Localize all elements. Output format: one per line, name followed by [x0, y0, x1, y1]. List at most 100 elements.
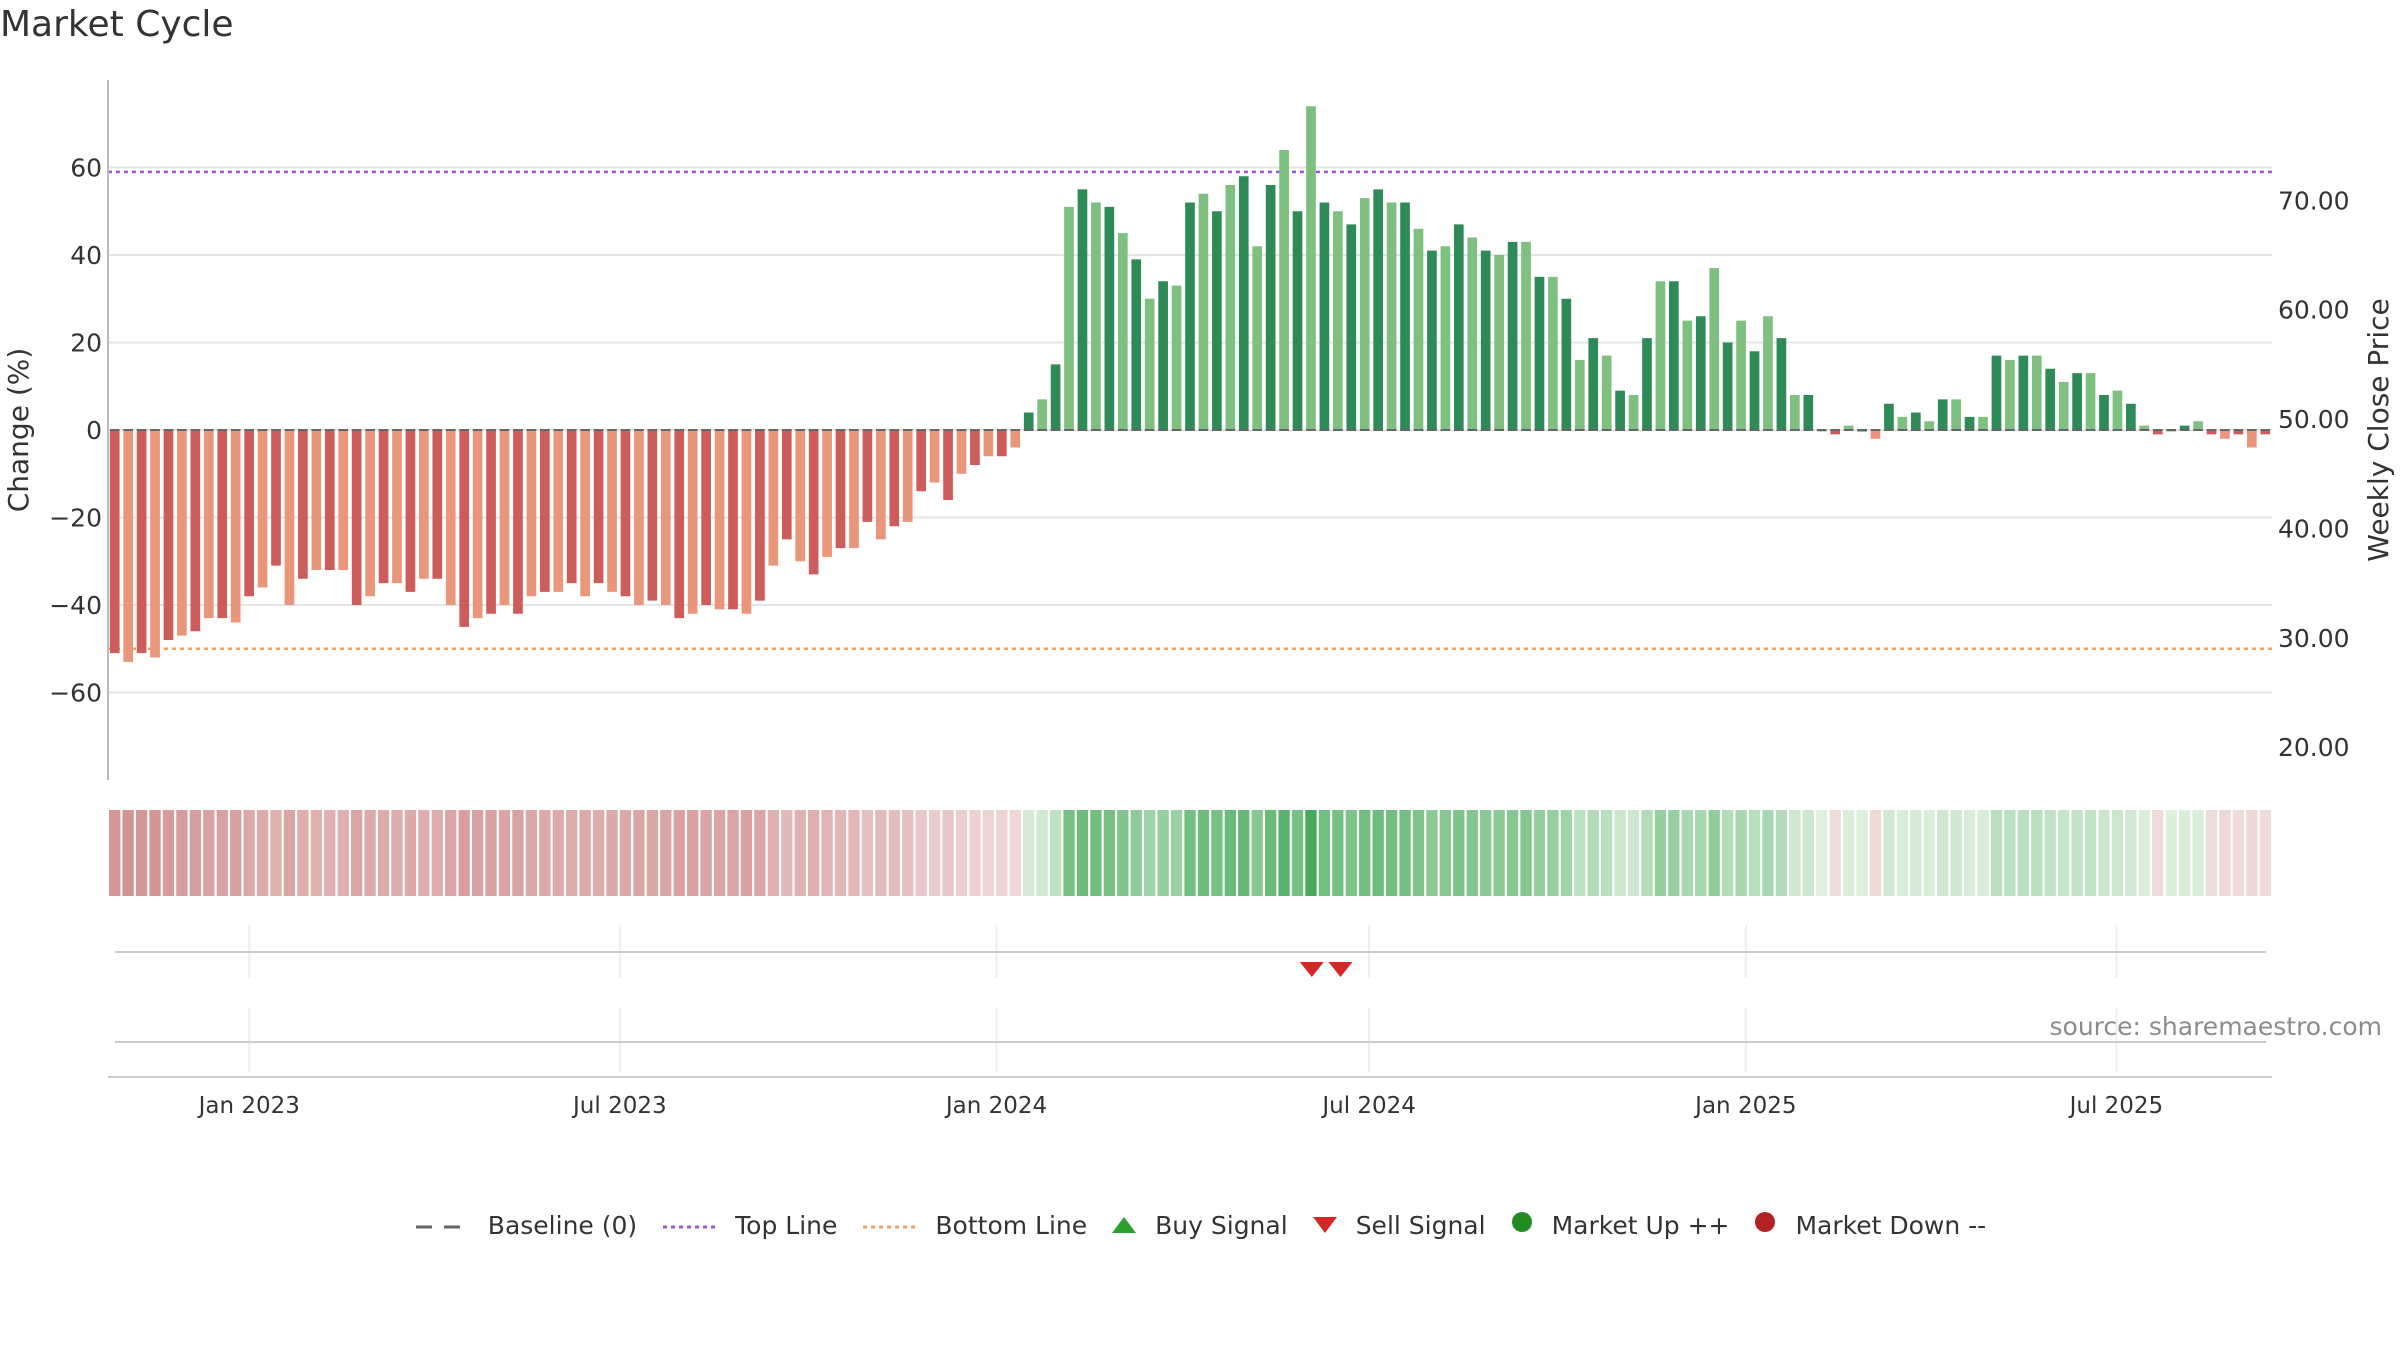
- heat-cell: [512, 810, 524, 896]
- change-bar: [1292, 211, 1303, 430]
- change-bar: [203, 430, 214, 619]
- heat-cell: [2165, 810, 2177, 896]
- heat-cell: [1789, 810, 1801, 896]
- heat-cell: [1533, 810, 1546, 896]
- legend-item: Market Up ++: [1510, 1210, 1729, 1240]
- change-bar: [1601, 355, 1612, 430]
- change-bar: [1588, 338, 1599, 430]
- heat-cell: [176, 810, 188, 896]
- heat-cell: [834, 810, 847, 896]
- heat-cell: [673, 810, 685, 896]
- heat-cell: [1332, 810, 1344, 896]
- heat-cell: [2084, 810, 2097, 896]
- heat-cell: [552, 810, 564, 896]
- change-bar: [2193, 421, 2203, 430]
- change-bar: [607, 430, 617, 592]
- change-bar: [1991, 355, 2002, 430]
- heat-cell: [1412, 810, 1425, 896]
- change-bar: [970, 430, 980, 465]
- market-cycle-chart: −60 −40 −20 0 20 40 60 20.00 30.00 40.00 50.00 60.0…: [2, 80, 2395, 1119]
- heat-cell: [216, 810, 228, 896]
- heat-cell: [1453, 810, 1465, 896]
- heat-cell: [122, 810, 134, 896]
- change-bar: [2220, 430, 2230, 439]
- change-bar: [849, 430, 859, 549]
- heat-cell: [566, 810, 578, 896]
- heat-cell: [579, 810, 591, 896]
- heat-cell: [2125, 810, 2137, 896]
- change-bar: [1897, 416, 1908, 430]
- change-bar: [553, 430, 564, 592]
- heat-cell: [1990, 810, 2003, 896]
- heat-cell: [902, 810, 914, 896]
- change-bar: [1077, 189, 1088, 430]
- change-bar: [1050, 364, 1061, 430]
- change-bar: [1507, 241, 1518, 430]
- change-bar: [1574, 360, 1585, 430]
- change-bar: [1158, 281, 1168, 430]
- heat-cell: [149, 810, 161, 896]
- heat-cell: [498, 810, 511, 896]
- dot-line-icon: [861, 1211, 917, 1240]
- change-bar: [1359, 198, 1370, 430]
- heat-cell: [1090, 810, 1102, 896]
- change-bar: [1198, 193, 1209, 430]
- x-tick-label: Jan 2024: [944, 1093, 1047, 1119]
- heat-cell: [2031, 810, 2043, 896]
- change-bar: [983, 430, 994, 457]
- heat-cell: [1170, 810, 1183, 896]
- change-bar: [459, 430, 470, 627]
- heat-cell: [256, 810, 269, 896]
- heat-cell: [861, 810, 874, 896]
- change-bar: [1655, 281, 1666, 430]
- axis-labels: Change (%) Weekly Close Price: [2, 298, 2395, 561]
- heat-cell: [310, 810, 322, 896]
- sell-signal-marker: [1299, 962, 1324, 977]
- heat-cell: [1238, 810, 1250, 896]
- heat-cell: [135, 810, 148, 896]
- change-bar: [1467, 237, 1478, 430]
- heat-cell: [162, 810, 175, 896]
- heat-cell: [1574, 810, 1586, 896]
- change-bar: [1924, 421, 1935, 430]
- change-bar: [257, 430, 268, 588]
- change-bar: [1091, 202, 1101, 430]
- change-bar: [539, 430, 550, 592]
- heat-cell: [458, 810, 470, 896]
- heat-cell: [1076, 810, 1089, 896]
- change-bar: [1695, 316, 1706, 430]
- heat-cell: [1869, 810, 1882, 896]
- change-bar: [566, 430, 577, 584]
- heat-cell: [996, 810, 1008, 896]
- heat-cell: [1883, 810, 1895, 896]
- heat-cell: [1291, 810, 1304, 896]
- legend-label: Buy Signal: [1155, 1210, 1288, 1240]
- heat-cell: [888, 810, 900, 896]
- change-bar: [1722, 342, 1733, 430]
- change-bar: [136, 430, 147, 654]
- change-bar: [1171, 285, 1182, 430]
- heat-cell: [1654, 810, 1667, 896]
- heat-cell: [1735, 810, 1747, 896]
- heat-cell: [1063, 810, 1075, 896]
- change-bar: [1736, 320, 1746, 430]
- heat-cell: [1627, 810, 1640, 896]
- change-bar: [1064, 206, 1074, 430]
- change-bar: [2099, 395, 2109, 430]
- y-axis-label: Change (%): [2, 348, 35, 513]
- heat-cell: [351, 810, 363, 896]
- dash-line-icon: [414, 1211, 470, 1240]
- heat-cell: [1829, 810, 1841, 896]
- y2-axis-label: Weekly Close Price: [2362, 298, 2395, 561]
- y2-tick-label: 50.00: [2278, 405, 2350, 434]
- change-bar: [2206, 430, 2217, 435]
- change-bar: [795, 430, 806, 562]
- heat-cell: [283, 810, 296, 896]
- change-bar: [1964, 416, 1975, 430]
- heat-strip: [109, 810, 2271, 896]
- change-bar: [1400, 202, 1410, 430]
- heat-cell: [1950, 810, 1962, 896]
- change-bar: [392, 430, 402, 584]
- change-bar: [486, 430, 496, 614]
- change-bar: [123, 430, 134, 662]
